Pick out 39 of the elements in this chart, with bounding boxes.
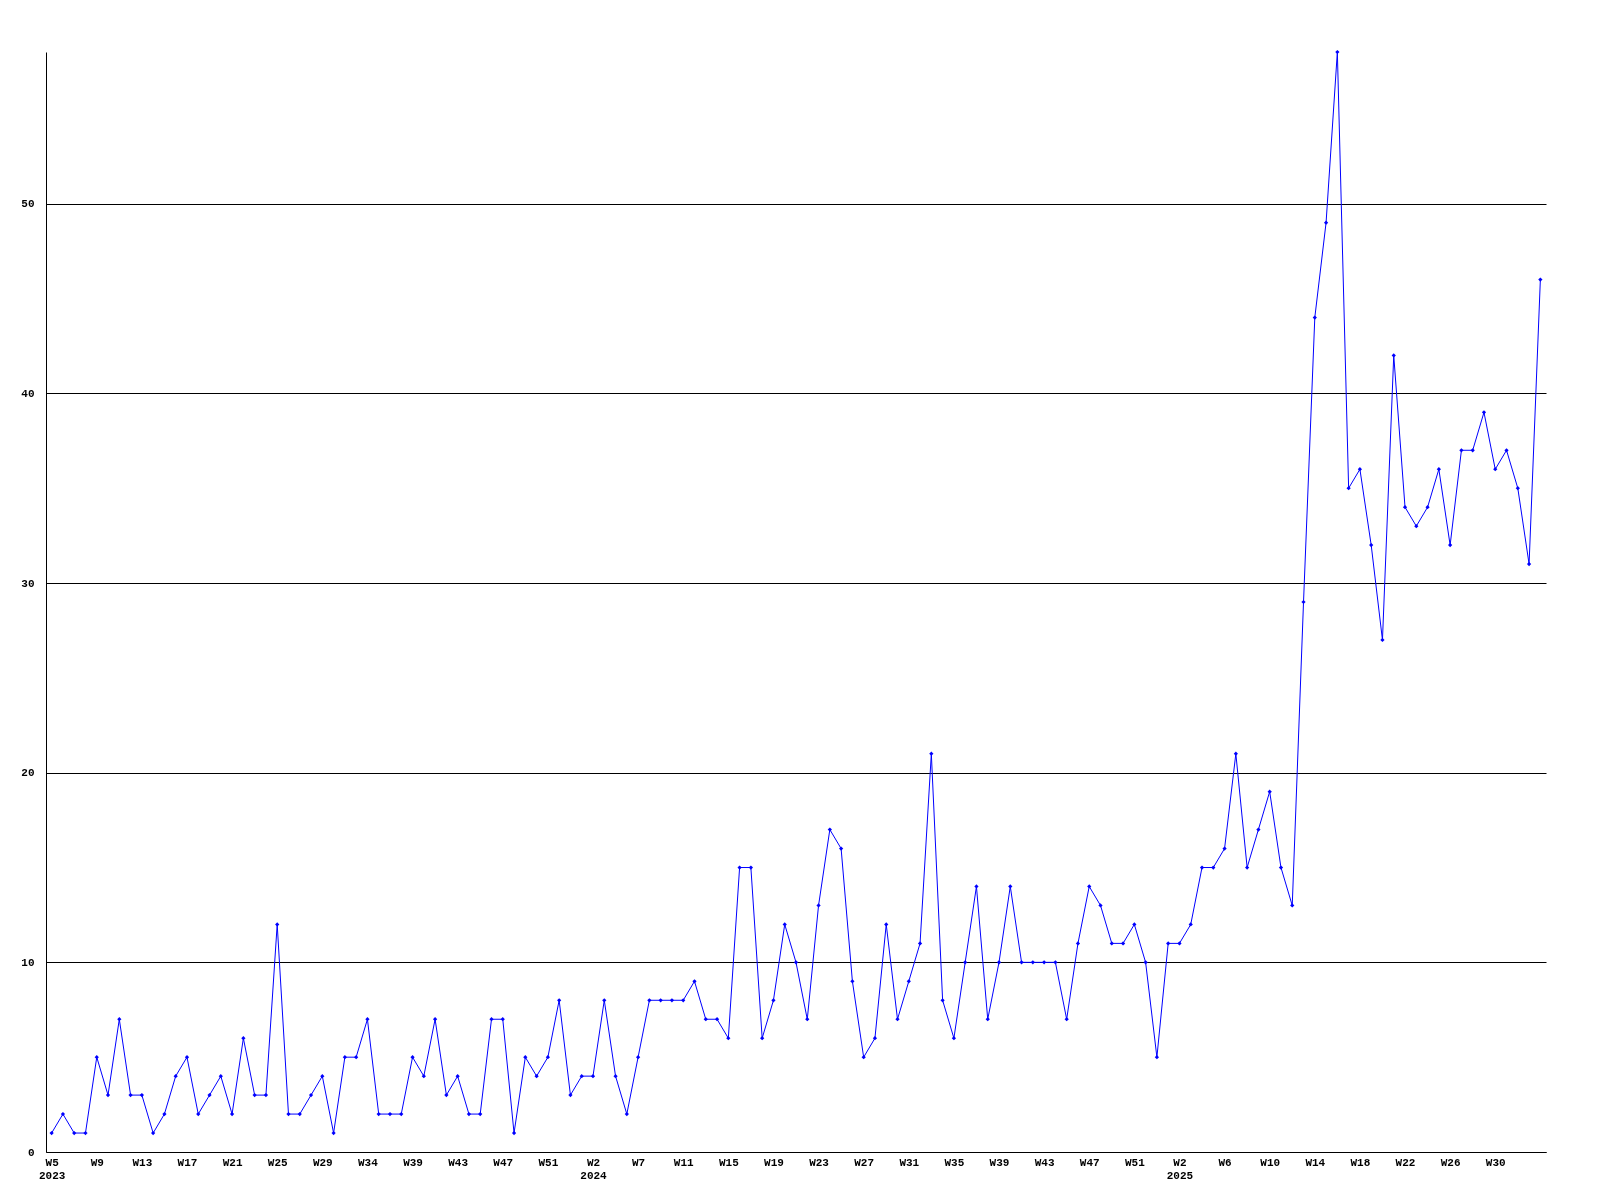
y-tick-label: 10 [21,956,35,969]
y-tick-label: 30 [21,577,35,590]
x-tick-label: W17 [177,1156,198,1169]
y-tick-label: 40 [21,387,35,400]
x-tick-label: W11 [673,1156,695,1169]
x-tick-label: W14 [1305,1156,1326,1169]
x-tick-label: W27 [854,1156,875,1169]
x-tick-label: W51 [1124,1156,1146,1169]
x-tick-label: W51 [538,1156,559,1169]
x-tick-label: W22 [1395,1156,1416,1169]
y-tick-label: 50 [21,198,35,211]
y-tick-label: 20 [21,767,35,780]
x-tick-label: W13 [132,1156,153,1169]
x-tick-label: W26 [1440,1156,1461,1169]
x-tick-label: W39 [403,1156,423,1169]
x-tick-label: W39 [989,1156,1010,1169]
x-tick-label: W9 [90,1156,104,1169]
x-tick-label: W19 [764,1156,784,1169]
x-tick-label: W7 [632,1156,646,1169]
x-tick-label: W31 [899,1156,920,1169]
x-tick-label: W2 2024 [580,1156,608,1182]
x-tick-label: W43 [1034,1156,1055,1169]
y-tick-label: 0 [27,1146,35,1159]
x-tick-label: W35 [944,1156,965,1169]
x-tick-label: W6 [1218,1156,1232,1169]
x-tick-label: W21 [222,1156,243,1169]
x-tick-label: W25 [267,1156,288,1169]
x-tick-label: W10 [1260,1156,1281,1169]
x-tick-label: W18 [1350,1156,1371,1169]
x-tick-label: W34 [358,1156,379,1169]
x-tick-label: W2 2025 [1166,1156,1194,1182]
x-tick-label: W47 [493,1156,514,1169]
x-tick-label: W5 2023 [38,1156,66,1182]
x-tick-label: W15 [718,1156,740,1169]
x-tick-label: W23 [809,1156,830,1169]
x-tick-label: W43 [448,1156,469,1169]
x-tick-label: W30 [1485,1156,1506,1169]
x-tick-label: W29 [312,1156,333,1169]
x-tick-label: W47 [1079,1156,1100,1169]
